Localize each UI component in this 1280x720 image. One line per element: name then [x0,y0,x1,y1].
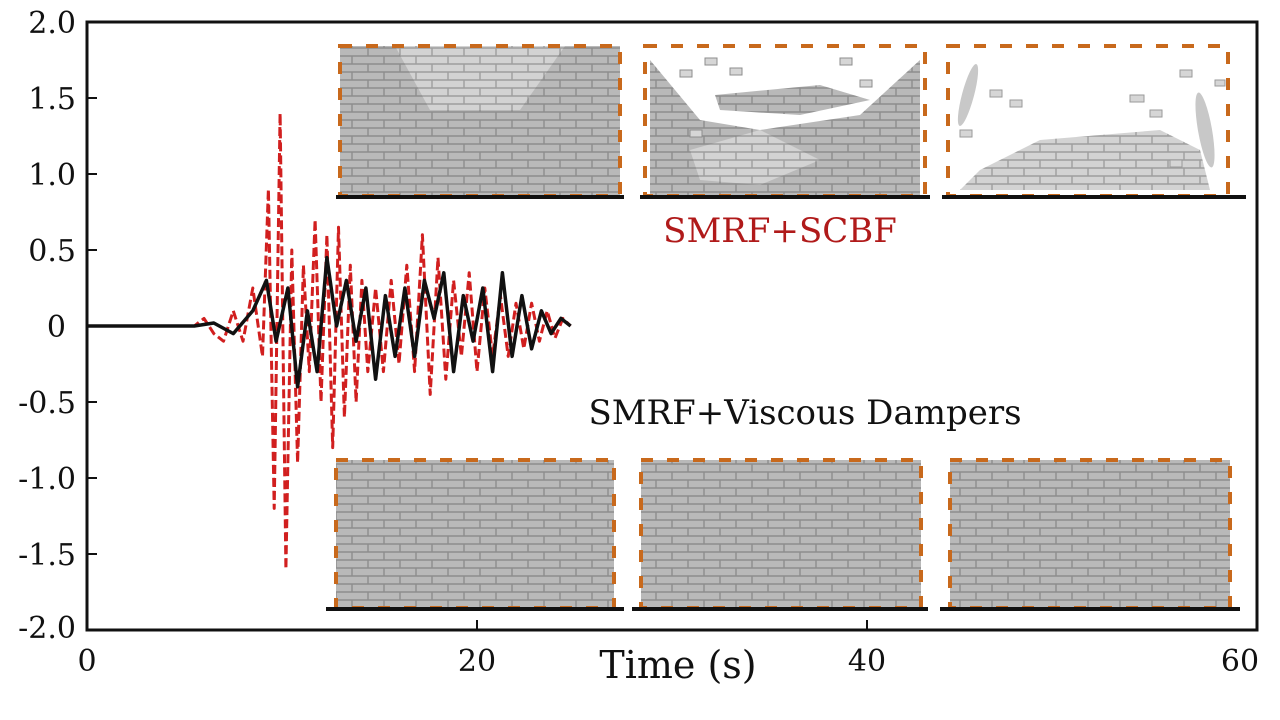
y-tick--1.5: -1.5 [18,538,97,573]
y-tick-label: -1.5 [18,538,76,573]
x-tick-20: 20 [458,620,496,679]
annotation-smrf-viscous: SMRF+Viscous Dampers [588,393,1021,433]
y-tick-0.5: 0.5 [28,234,97,269]
inset-top-3-collapsed [942,44,1246,199]
y-tick-label: 1.0 [28,158,76,193]
y-tick-label: 2.0 [28,6,76,41]
x-tick-label: 0 [77,644,96,679]
x-tick-0: 0 [77,620,97,679]
series-layer [87,111,572,571]
inset-top-1-intact [336,44,624,199]
y-tick-label: -0.5 [18,386,76,421]
y-tick--1.0: -1.0 [18,462,97,497]
x-tick-label: 40 [848,644,886,679]
x-tick-label: 60 [1221,644,1259,679]
x-tick-label: 20 [458,644,496,679]
inset-bottom-1-intact [326,458,624,611]
y-tick-label: 1.5 [28,82,76,117]
y-tick--0.5: -0.5 [18,386,97,421]
x-tick-60: 60 [1221,620,1259,679]
inset-top-2-damaged [640,44,930,199]
y-tick-label: 0 [47,310,66,345]
x-axis-label: Time (s) [599,643,756,687]
series-line-smrf-viscous-dampers [87,255,572,389]
x-axis: 0 20 40 60 [77,620,1259,679]
inset-bottom-2-intact [632,458,928,611]
series-line-smrf-scbf [87,111,572,571]
y-tick-label: 0.5 [28,234,76,269]
y-tick--2.0: -2.0 [18,611,97,646]
y-tick-label: -2.0 [18,611,76,646]
y-tick-2.0: 2.0 [28,6,97,41]
annotation-smrf-scbf: SMRF+SCBF [663,211,897,251]
inset-bottom-3-intact [940,458,1240,611]
y-tick-1.0: 1.0 [28,158,97,193]
y-axis: 2.0 1.5 1.0 0.5 0 -0.5 -1.0 -1.5 -2.0 [18,6,97,646]
y-tick-1.5: 1.5 [28,82,97,117]
x-tick-40: 40 [848,620,886,679]
y-tick-label: -1.0 [18,462,76,497]
